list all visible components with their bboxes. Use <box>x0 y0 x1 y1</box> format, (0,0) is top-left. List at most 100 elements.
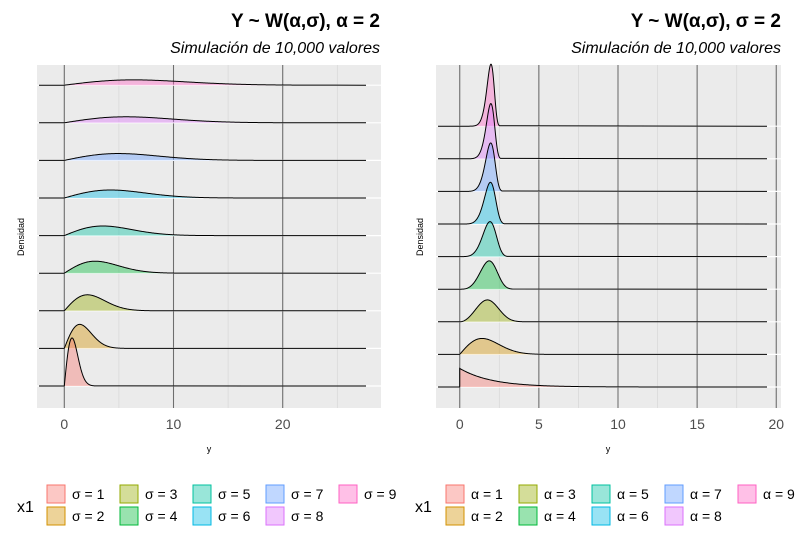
density-area <box>64 190 245 198</box>
density-area <box>459 142 503 192</box>
left-chart: Y ~ W(α,σ), α = 2 Simulación de 10,000 v… <box>16 11 397 526</box>
legend-item: α = 8 <box>664 506 722 526</box>
right-chart: Y ~ W(α,σ), σ = 2 Simulación de 10,000 v… <box>415 11 795 526</box>
legend-label: α = 2 <box>471 508 503 524</box>
right-plot-panel <box>436 65 781 408</box>
density-area <box>459 182 505 224</box>
legend-swatch <box>338 484 358 504</box>
density-line <box>39 225 367 237</box>
legend-item: σ = 8 <box>265 506 324 526</box>
legend-item: α = 1 <box>445 484 503 504</box>
density-area <box>64 337 95 386</box>
density-line <box>438 142 768 192</box>
x-tick-label: 5 <box>535 416 543 432</box>
left-density-ridges <box>39 79 367 387</box>
density-line <box>438 260 768 290</box>
legend-label: σ = 1 <box>72 486 105 502</box>
density-line <box>438 337 768 355</box>
right-chart-title: Y ~ W(α,σ), σ = 2 <box>631 11 781 32</box>
density-line <box>438 299 768 323</box>
density-line <box>39 153 367 161</box>
legend-item: σ = 4 <box>119 506 178 526</box>
legend-label: α = 9 <box>763 486 795 502</box>
x-tick-label: 15 <box>689 416 705 432</box>
left-plot-panel <box>37 65 381 408</box>
legend-swatch <box>119 506 139 526</box>
left-chart-title: Y ~ W(α,σ), α = 2 <box>231 11 380 32</box>
left-legend-title: x1 <box>17 499 34 516</box>
legend-swatch <box>591 506 611 526</box>
legend-label: α = 6 <box>617 508 649 524</box>
legend-label: α = 4 <box>544 508 576 524</box>
right-density-ridges <box>438 63 768 388</box>
legend-swatch <box>46 484 66 504</box>
legend-swatch <box>192 484 212 504</box>
right-x-tick-labels: 0 5 10 15 20 <box>456 416 784 432</box>
legend-swatch <box>664 506 684 526</box>
density-area <box>459 299 522 322</box>
x-tick-label: 10 <box>166 416 182 432</box>
density-area <box>64 153 276 161</box>
left-y-axis-label: Densidad <box>16 218 26 256</box>
density-area <box>459 368 701 387</box>
x-tick-label: 0 <box>456 416 464 432</box>
legend-label: α = 3 <box>544 486 576 502</box>
legend-swatch <box>445 506 465 526</box>
x-tick-label: 20 <box>275 416 291 432</box>
right-chart-subtitle: Simulación de 10,000 valores <box>571 40 781 57</box>
density-line <box>39 294 367 312</box>
x-tick-label: 10 <box>610 416 626 432</box>
legend-item: σ = 6 <box>192 506 251 526</box>
legend-label: σ = 5 <box>218 486 251 502</box>
density-line <box>438 367 768 388</box>
legend-swatch <box>664 484 684 504</box>
legend-swatch <box>737 484 757 504</box>
left-x-axis-label: y <box>207 444 212 454</box>
legend-swatch <box>119 484 139 504</box>
right-legend-title: x1 <box>415 499 432 516</box>
legend-item: α = 4 <box>518 506 576 526</box>
density-line <box>39 189 367 199</box>
density-line <box>438 103 768 160</box>
legend-label: α = 1 <box>471 486 503 502</box>
right-legend: α = 1 α = 2 α = 3 α = 4 α = 5 α = 6 α = 7 α = 8… <box>445 484 795 526</box>
legend-item: σ = 1 <box>46 484 105 504</box>
density-line <box>438 63 768 127</box>
legend-item: α = 9 <box>737 484 795 504</box>
density-area <box>64 79 336 86</box>
legend-swatch <box>518 484 538 504</box>
legend-item: σ = 9 <box>338 484 397 504</box>
density-line <box>39 323 367 349</box>
legend-item: α = 5 <box>591 484 649 504</box>
legend-swatch <box>265 484 285 504</box>
legend-swatch <box>445 484 465 504</box>
legend-swatch <box>265 506 285 526</box>
density-area <box>64 294 155 311</box>
legend-label: α = 5 <box>617 486 649 502</box>
density-area <box>64 261 185 274</box>
legend-label: σ = 7 <box>291 486 324 502</box>
right-x-axis-label: y <box>606 444 611 454</box>
legend-label: σ = 2 <box>72 508 105 524</box>
legend-item: σ = 5 <box>192 484 251 504</box>
legend-label: α = 7 <box>690 486 722 502</box>
legend-label: σ = 4 <box>145 508 178 524</box>
legend-swatch <box>591 484 611 504</box>
density-line <box>39 79 367 86</box>
legend-label: σ = 6 <box>218 508 251 524</box>
density-area <box>64 116 306 123</box>
x-tick-label: 20 <box>768 416 784 432</box>
legend-item: α = 6 <box>591 506 649 526</box>
legend-label: α = 8 <box>690 508 722 524</box>
density-line <box>438 181 768 225</box>
legend-swatch <box>192 506 212 526</box>
density-line <box>39 116 367 124</box>
density-area <box>459 103 501 159</box>
left-x-tick-labels: 0 10 20 <box>60 416 290 432</box>
legend-item: α = 3 <box>518 484 576 504</box>
legend-label: σ = 8 <box>291 508 324 524</box>
density-area <box>459 221 508 257</box>
legend-swatch <box>518 506 538 526</box>
legend-label: σ = 3 <box>145 486 178 502</box>
